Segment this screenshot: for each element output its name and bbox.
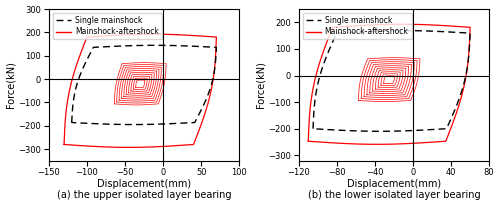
Y-axis label: Force(kN): Force(kN) bbox=[256, 62, 266, 108]
X-axis label: Displacement(mm)
(b) the lower isolated layer bearing: Displacement(mm) (b) the lower isolated … bbox=[308, 179, 480, 200]
X-axis label: Displacement(mm)
(a) the upper isolated layer bearing: Displacement(mm) (a) the upper isolated … bbox=[57, 179, 232, 200]
Legend: Single mainshock, Mainshock-aftershock: Single mainshock, Mainshock-aftershock bbox=[302, 13, 412, 39]
Y-axis label: Force(kN): Force(kN) bbox=[6, 62, 16, 108]
Legend: Single mainshock, Mainshock-aftershock: Single mainshock, Mainshock-aftershock bbox=[52, 13, 162, 39]
